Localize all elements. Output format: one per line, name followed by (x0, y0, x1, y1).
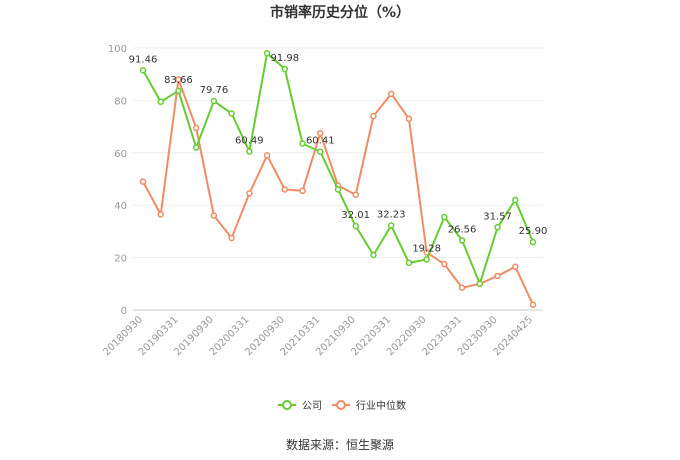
data-point (494, 224, 501, 231)
legend-swatch-marker (336, 400, 346, 410)
data-point (157, 98, 164, 105)
data-point (246, 190, 253, 197)
data-point (246, 148, 253, 155)
data-label: 32.01 (341, 210, 370, 221)
data-point (299, 140, 306, 147)
legend-label: 公司 (302, 401, 322, 412)
data-point (494, 272, 501, 280)
data-point (175, 76, 182, 83)
y-tick-label: 20 (114, 254, 127, 265)
y-tick-label: 80 (114, 96, 127, 107)
data-point (370, 112, 377, 120)
data-point (458, 237, 466, 244)
data-point (441, 260, 448, 268)
data-point (352, 222, 359, 230)
data-point (210, 97, 218, 105)
data-point (263, 152, 271, 159)
data-point (387, 90, 395, 98)
data-label: 79.76 (200, 85, 229, 96)
data-point (263, 49, 271, 57)
y-tick-label: 60 (114, 149, 127, 160)
data-point (529, 238, 537, 246)
data-point (423, 256, 430, 263)
data-label: 19.28 (412, 243, 441, 254)
data-point (210, 212, 218, 219)
data-point (352, 191, 359, 198)
data-point (529, 301, 537, 309)
data-label: 60.41 (306, 136, 335, 147)
legend-label: 行业中位数 (356, 399, 406, 412)
y-tick-label: 40 (114, 201, 127, 212)
data-point (458, 284, 466, 291)
data-label: 91.46 (129, 54, 158, 65)
data-point (441, 213, 448, 221)
data-point (139, 178, 147, 185)
data-point (281, 65, 289, 73)
data-label: 26.56 (448, 224, 477, 235)
data-point (228, 110, 235, 117)
data-point (512, 263, 519, 271)
data-point (317, 148, 324, 155)
data-point (281, 186, 289, 193)
data-point (192, 144, 200, 151)
chart-title: 市销率历史分位（%） (269, 5, 411, 21)
y-tick-label: 100 (108, 44, 127, 55)
data-label: 83.66 (164, 75, 193, 86)
y-tick-label: 0 (121, 306, 127, 317)
data-point (157, 211, 164, 218)
data-point (228, 234, 235, 242)
data-point (405, 115, 413, 122)
data-label: 60.49 (235, 136, 264, 147)
data-point (387, 222, 395, 229)
data-label: 32.23 (377, 210, 406, 221)
data-point (299, 187, 306, 195)
data-label: 91.98 (270, 53, 299, 64)
data-point (512, 196, 519, 204)
data-point (476, 280, 484, 288)
legend-swatch-marker (282, 400, 292, 410)
data-point (370, 251, 377, 259)
data-source-note: 数据来源：恒生聚源 (285, 438, 394, 452)
data-point (334, 186, 342, 193)
data-label: 31.57 (483, 211, 512, 222)
data-point (175, 87, 182, 95)
data-label: 25.90 (519, 226, 548, 237)
data-point (317, 129, 324, 137)
data-point (192, 124, 200, 132)
data-point (139, 67, 147, 74)
data-point (405, 259, 413, 267)
